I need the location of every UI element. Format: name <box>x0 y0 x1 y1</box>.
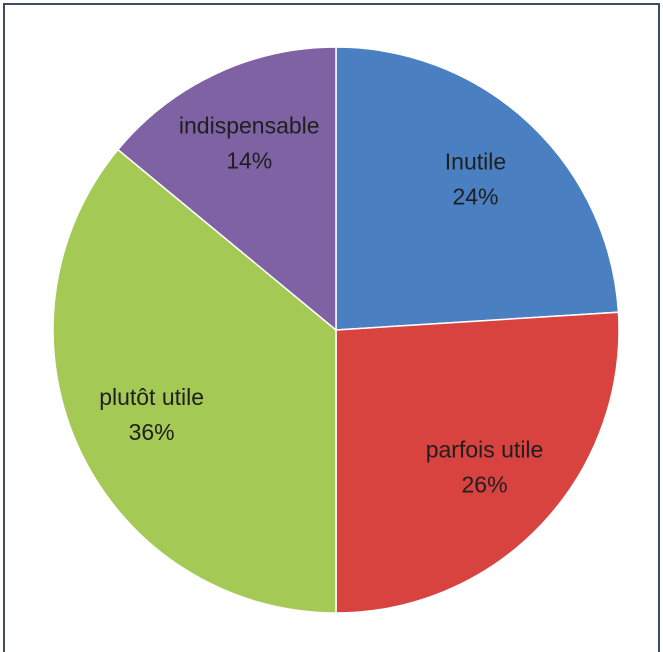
labels: Inutile 24% parfois utile 26% plutôt utile 36… <box>99 113 543 498</box>
slice-label: plutôt utile <box>99 384 204 410</box>
pie <box>52 46 620 614</box>
slice-value-label: 24% <box>452 184 498 210</box>
slice-label: Inutile <box>445 149 506 175</box>
pie-slice <box>335 46 620 331</box>
slice-value-label: 36% <box>129 419 175 445</box>
pie-slice <box>52 148 337 614</box>
slice-value-label: 26% <box>462 472 508 498</box>
pie-slice <box>116 46 337 332</box>
pie-slice <box>335 311 620 614</box>
slice-label: parfois utile <box>426 437 544 463</box>
slice-label: indispensable <box>179 113 320 139</box>
slice-value-label: 14% <box>226 148 272 174</box>
